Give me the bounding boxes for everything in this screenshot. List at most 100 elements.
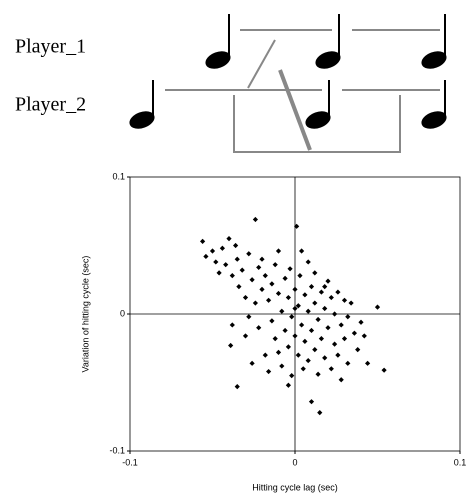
point: [229, 322, 235, 328]
point: [317, 410, 323, 416]
point: [318, 336, 324, 342]
point: [289, 314, 295, 320]
point: [226, 236, 232, 242]
point: [234, 256, 240, 262]
y-tick-label: -0.1: [109, 445, 125, 455]
point: [299, 322, 305, 328]
x-axis-label: Hitting cycle lag (sec): [252, 482, 338, 492]
point: [203, 253, 209, 260]
point: [315, 371, 321, 377]
point: [308, 399, 315, 405]
point: [341, 336, 348, 342]
point: [302, 338, 308, 344]
point: [256, 325, 262, 331]
point: [338, 377, 344, 383]
point: [351, 330, 357, 336]
point: [216, 270, 222, 276]
point: [272, 336, 278, 342]
point: [252, 216, 258, 223]
point: [269, 318, 275, 324]
point: [275, 290, 282, 297]
point: [292, 305, 298, 312]
point: [249, 277, 255, 283]
point: [335, 289, 341, 295]
point: [381, 367, 387, 373]
point: [348, 300, 354, 306]
point: [249, 360, 255, 366]
point: [272, 262, 278, 268]
point: [282, 327, 288, 334]
point: [239, 267, 245, 273]
point: [312, 347, 318, 353]
point: [308, 284, 315, 290]
point: [300, 366, 306, 372]
point: [256, 264, 262, 271]
point: [269, 281, 275, 287]
point: [374, 304, 381, 310]
point: [223, 262, 229, 268]
point: [262, 352, 268, 358]
point: [302, 292, 308, 298]
point: [365, 360, 371, 366]
point: [259, 286, 265, 292]
point: [325, 325, 331, 331]
point: [262, 273, 268, 279]
point: [219, 245, 225, 251]
point: [332, 341, 338, 347]
point: [328, 294, 334, 301]
point: [295, 352, 301, 358]
player-label: Player_2: [15, 94, 86, 116]
point: [266, 368, 272, 375]
point: [285, 294, 291, 301]
point: [322, 355, 328, 361]
point: [315, 316, 321, 323]
point: [252, 300, 258, 306]
point: [275, 248, 282, 254]
y-tick-label: 0.1: [112, 171, 125, 181]
point: [355, 347, 361, 353]
point: [299, 248, 305, 254]
point: [282, 275, 288, 281]
point: [294, 223, 300, 229]
point: [279, 363, 285, 369]
point: [322, 284, 328, 290]
point: [228, 342, 234, 349]
point: [312, 300, 318, 306]
point: [292, 333, 298, 339]
point: [275, 349, 282, 355]
point: [297, 273, 303, 279]
point: [285, 382, 291, 388]
point: [305, 357, 311, 364]
point: [229, 273, 235, 279]
point: [285, 344, 291, 350]
point: [345, 360, 351, 366]
rhythm-diagram: Player_1 Player_2: [15, 14, 447, 153]
y-axis-label: Variation of hitting cycle (sec): [80, 256, 90, 373]
point: [259, 256, 265, 262]
point: [200, 238, 206, 244]
x-tick-label: 0: [292, 457, 297, 467]
point: [242, 333, 249, 339]
point: [295, 303, 301, 309]
point: [266, 297, 272, 303]
point: [308, 327, 315, 334]
x-tick-label: 0.1: [454, 457, 466, 467]
point: [242, 294, 249, 301]
notes: [129, 14, 447, 129]
point: [292, 286, 298, 292]
arrows: [165, 29, 440, 153]
y-tick-label: 0: [120, 308, 125, 318]
point: [289, 373, 295, 379]
point: [332, 311, 338, 317]
point: [335, 352, 341, 358]
point: [358, 319, 364, 325]
point: [209, 248, 216, 254]
player-label: Player_1: [15, 36, 86, 58]
point: [234, 384, 240, 390]
point: [305, 259, 311, 265]
point: [279, 308, 285, 314]
point: [328, 366, 334, 372]
point: [325, 278, 331, 284]
point: [318, 289, 324, 295]
